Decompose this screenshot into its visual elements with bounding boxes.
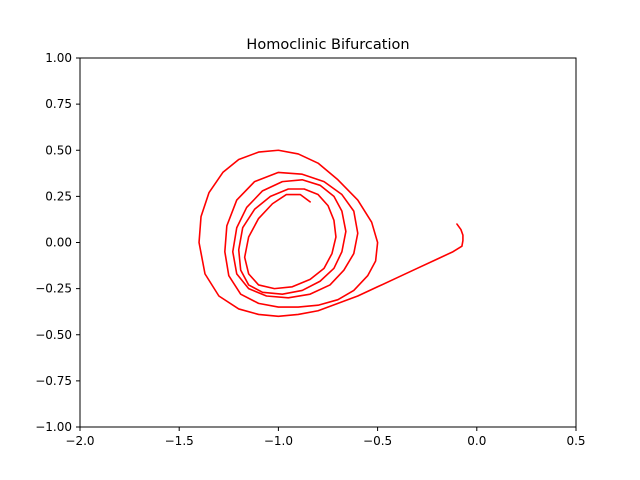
series-line-0 [198, 149, 464, 318]
y-tick-label: 1.00 [45, 51, 72, 65]
y-tick-label: 0.00 [45, 236, 72, 250]
x-tick-label: 0.0 [467, 434, 486, 448]
x-tick-label: −0.5 [363, 434, 392, 448]
y-tick-label: 0.50 [45, 143, 72, 157]
y-tick-label: 0.25 [45, 189, 72, 203]
y-tick-label: −0.25 [35, 282, 72, 296]
y-tick-label: 0.75 [45, 97, 72, 111]
x-tick-label: 0.5 [566, 434, 585, 448]
x-tick-label: −1.5 [165, 434, 194, 448]
chart-title: Homoclinic Bifurcation [246, 37, 409, 53]
y-tick-label: −0.50 [35, 328, 72, 342]
plot-area [198, 149, 464, 318]
x-tick-label: −1.0 [264, 434, 293, 448]
y-tick-label: −1.00 [35, 420, 72, 434]
x-tick-label: −2.0 [65, 434, 94, 448]
axes: −2.0 −1.5 −1.0 −0.5 0.0 0.5 −1.00 −0.75 −0.50 −0.… [35, 51, 585, 448]
y-tick-label: −0.75 [35, 374, 72, 388]
